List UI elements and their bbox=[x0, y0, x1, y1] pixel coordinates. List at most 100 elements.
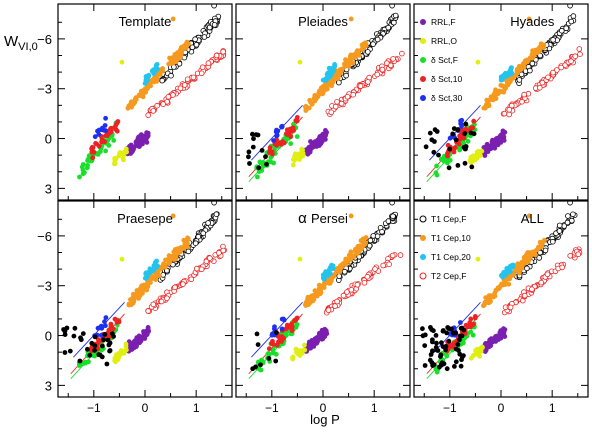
cluster-point bbox=[440, 361, 445, 367]
data-point bbox=[502, 86, 508, 92]
data-point bbox=[321, 83, 326, 89]
cluster-point bbox=[446, 338, 452, 344]
data-point bbox=[325, 75, 330, 81]
data-point bbox=[389, 252, 396, 259]
cluster-point bbox=[80, 331, 86, 336]
data-point bbox=[341, 268, 348, 275]
data-point bbox=[146, 279, 152, 285]
data-point bbox=[294, 118, 300, 124]
data-point bbox=[493, 91, 499, 96]
cluster-point bbox=[443, 347, 448, 353]
cluster-point bbox=[92, 348, 97, 353]
data-point bbox=[314, 337, 320, 343]
data-point bbox=[499, 273, 505, 279]
data-point bbox=[559, 264, 565, 271]
data-point bbox=[199, 64, 206, 70]
cluster-point bbox=[247, 161, 252, 166]
data-point bbox=[319, 333, 325, 339]
data-point bbox=[99, 139, 104, 145]
data-point bbox=[344, 289, 350, 295]
data-point bbox=[328, 70, 333, 76]
cluster-point bbox=[264, 161, 269, 167]
data-point bbox=[337, 69, 343, 75]
cluster-point bbox=[430, 348, 435, 354]
cluster-point bbox=[250, 144, 256, 150]
cluster-point bbox=[255, 342, 261, 347]
data-point bbox=[90, 155, 96, 161]
data-point bbox=[354, 281, 361, 288]
data-point bbox=[570, 211, 576, 218]
data-point bbox=[178, 245, 183, 251]
panel-4-marks bbox=[248, 201, 404, 380]
cluster-point bbox=[438, 354, 443, 359]
data-point bbox=[322, 273, 328, 278]
data-point bbox=[332, 303, 338, 309]
data-point bbox=[103, 323, 108, 329]
data-point bbox=[392, 12, 399, 19]
data-point bbox=[143, 276, 149, 281]
data-point bbox=[529, 286, 535, 293]
data-point bbox=[136, 296, 142, 301]
data-point bbox=[449, 342, 455, 348]
data-point bbox=[159, 77, 166, 84]
panel-title: Pleiades bbox=[298, 14, 348, 29]
data-point bbox=[334, 298, 340, 305]
data-point bbox=[492, 95, 498, 101]
cluster-point bbox=[246, 149, 252, 155]
data-point bbox=[364, 273, 371, 280]
data-point bbox=[274, 342, 280, 348]
x-tick-label: −1 bbox=[87, 401, 101, 415]
x-tick-label: −1 bbox=[265, 401, 279, 415]
y-tick-label: 3 bbox=[45, 378, 52, 393]
panel-title: ALL bbox=[521, 211, 544, 226]
data-point bbox=[445, 142, 451, 148]
data-point bbox=[468, 316, 474, 322]
outlier-point bbox=[389, 4, 395, 9]
cluster-point bbox=[422, 343, 428, 348]
data-point bbox=[98, 332, 104, 338]
panel-2: Hyades RRL,F RRL,O δ Sct,F δ Sct,10 δ Sct,30 bbox=[413, 3, 589, 201]
data-point bbox=[524, 57, 530, 63]
data-point bbox=[328, 109, 335, 116]
data-point bbox=[556, 222, 563, 229]
data-point bbox=[200, 230, 207, 237]
data-point bbox=[340, 292, 347, 299]
data-point bbox=[545, 74, 551, 81]
cluster-point bbox=[431, 362, 437, 367]
outlier-point bbox=[567, 4, 573, 9]
panel-1-marks bbox=[246, 4, 405, 183]
data-point bbox=[290, 355, 295, 361]
outlier-point bbox=[526, 16, 532, 22]
data-point bbox=[497, 285, 502, 291]
data-point bbox=[211, 22, 218, 28]
outlier-point bbox=[567, 201, 573, 206]
cluster-point bbox=[435, 348, 441, 353]
data-point bbox=[459, 123, 464, 129]
outlier-point bbox=[170, 16, 176, 22]
data-point bbox=[482, 349, 488, 354]
data-point bbox=[468, 154, 474, 160]
data-point bbox=[549, 238, 556, 245]
cluster-point bbox=[89, 340, 95, 346]
legend-label: RRL,O bbox=[431, 36, 457, 46]
data-point bbox=[380, 262, 387, 269]
y-tick-label: −3 bbox=[37, 82, 52, 97]
cluster-point bbox=[251, 136, 256, 142]
data-point bbox=[550, 69, 556, 76]
data-point bbox=[140, 89, 145, 95]
data-point bbox=[343, 72, 349, 79]
data-point bbox=[131, 145, 136, 151]
data-point bbox=[444, 353, 450, 359]
cluster-point bbox=[440, 328, 446, 334]
data-point bbox=[516, 265, 522, 270]
data-point bbox=[361, 279, 368, 286]
cluster-point bbox=[100, 343, 105, 349]
data-point bbox=[576, 46, 583, 52]
data-point bbox=[366, 243, 373, 249]
data-point bbox=[348, 257, 354, 262]
cluster-point bbox=[434, 340, 439, 346]
data-point bbox=[434, 369, 440, 375]
cluster-point bbox=[461, 327, 467, 333]
data-point bbox=[110, 326, 116, 332]
data-point bbox=[282, 331, 288, 337]
